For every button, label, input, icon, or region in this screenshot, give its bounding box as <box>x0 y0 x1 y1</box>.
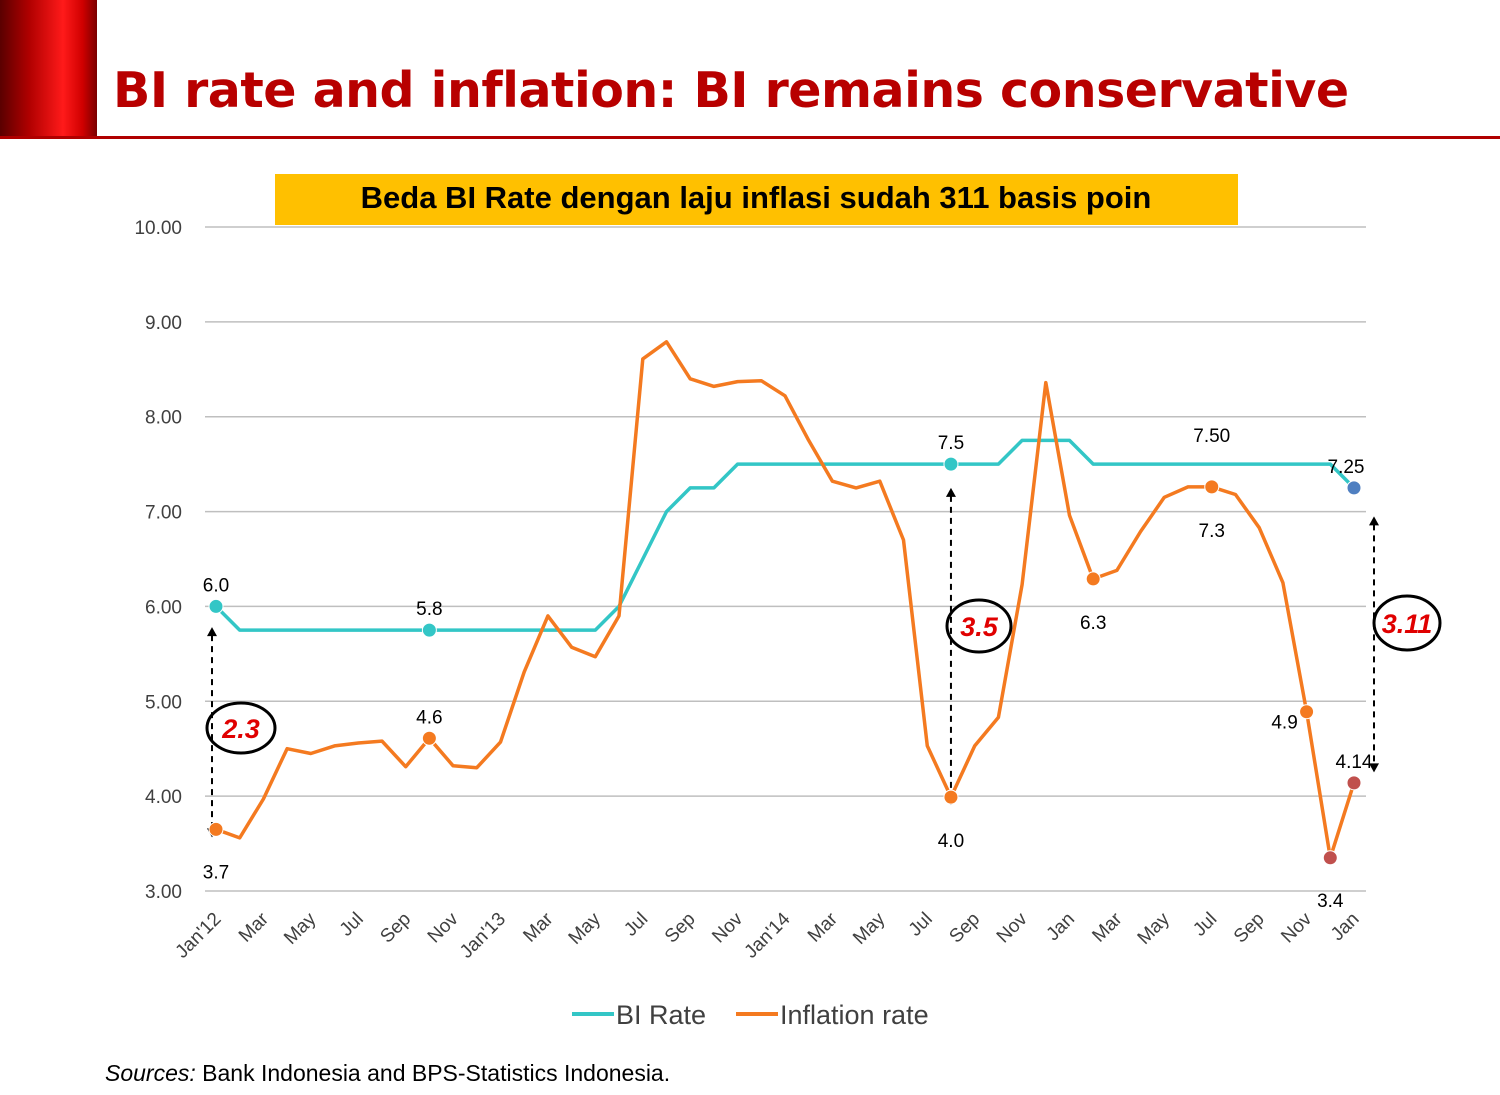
gap-arrowhead-up <box>207 627 217 637</box>
data-point-marker <box>1085 571 1101 587</box>
data-label: 4.0 <box>938 831 964 852</box>
x-tick-label: Sep <box>945 909 984 948</box>
x-tick-label: Sep <box>1230 909 1269 948</box>
data-labels: 6.0 5.8 7.5 7.25 3.7 4.6 4.0 6.3 7.3 4.9 3.4 4.14 7.… <box>203 426 1373 912</box>
x-tick-label: Jan <box>1327 909 1364 946</box>
legend-label: BI Rate <box>616 1000 706 1030</box>
data-point-marker <box>208 821 224 837</box>
x-tick-label: Mar <box>235 908 273 946</box>
x-tick-label: Nov <box>1277 908 1316 947</box>
data-point-marker <box>943 456 959 472</box>
data-point-marker <box>943 789 959 805</box>
x-tick-label: Mar <box>1088 908 1126 946</box>
gap-annotations: 2.3 3.5 3.11 <box>205 487 1442 838</box>
gap-arrowhead-up <box>1369 516 1379 526</box>
x-tick-label: Nov <box>708 908 747 947</box>
source-label: Sources: <box>105 1060 196 1086</box>
gap-arrowhead-down <box>1369 763 1379 773</box>
x-tick-label: Jul <box>620 909 652 941</box>
inflation-line <box>215 340 1356 860</box>
x-tick-label: Jan'12 <box>172 909 226 963</box>
data-point-marker <box>1204 479 1220 495</box>
gap-circle <box>945 598 1013 654</box>
x-tick-label: May <box>280 908 321 949</box>
source-note: Sources: Bank Indonesia and BPS-Statisti… <box>105 1060 670 1087</box>
x-tick-label: Jul <box>336 909 368 941</box>
gap-value-label: 3.5 <box>960 612 999 642</box>
x-tick-label: May <box>565 908 606 949</box>
gridlines <box>205 226 1366 892</box>
gap-circle <box>205 701 277 755</box>
x-tick-label: Jan'13 <box>456 909 510 963</box>
highlight-markers <box>208 456 1362 866</box>
y-tick-label: 3.00 <box>145 882 182 903</box>
gap-arrowhead-up <box>945 487 956 497</box>
x-tick-label: May <box>1134 908 1175 949</box>
callout-box <box>275 174 1238 225</box>
data-label: 3.4 <box>1317 891 1344 912</box>
series-lines <box>214 340 1356 860</box>
y-tick-label: 7.00 <box>145 503 182 524</box>
page-title: BI rate and inflation: BI remains conser… <box>113 62 1349 119</box>
y-tick-label: 9.00 <box>145 313 182 334</box>
x-tick-label: Jan'14 <box>741 908 795 962</box>
data-label: 7.25 <box>1328 457 1365 478</box>
data-label: 6.3 <box>1080 613 1106 634</box>
header-accent-bar <box>0 0 97 137</box>
data-label: 3.7 <box>203 862 229 883</box>
x-tick-label: Jul <box>905 909 937 941</box>
x-tick-label: Nov <box>424 908 463 947</box>
x-tick-label: Jul <box>1189 909 1221 941</box>
y-tick-label: 6.00 <box>145 597 182 618</box>
legend-label: Inflation rate <box>780 1000 929 1030</box>
source-text: Bank Indonesia and BPS-Statistics Indone… <box>195 1060 671 1086</box>
data-label: 7.5 <box>938 433 964 454</box>
gap-value-label: 3.11 <box>1382 609 1433 639</box>
legend: BI Rate Inflation rate <box>572 1000 929 1030</box>
data-point-marker <box>421 730 437 746</box>
y-tick-label: 5.00 <box>145 692 182 713</box>
x-tick-label: Mar <box>804 908 842 946</box>
callout-text: Beda BI Rate dengan laju inflasi sudah 3… <box>361 180 1152 215</box>
data-label: 7.50 <box>1193 426 1230 447</box>
data-label: 5.8 <box>416 599 442 620</box>
data-point-marker <box>208 598 224 614</box>
data-label: 6.0 <box>203 575 229 596</box>
x-tick-label: Nov <box>993 908 1032 947</box>
data-label: 4.9 <box>1271 713 1297 734</box>
y-tick-label: 10.00 <box>134 218 182 239</box>
data-point-marker <box>1299 704 1315 720</box>
y-axis: 10.00 9.00 8.00 7.00 6.00 5.00 4.00 3.00 <box>134 218 182 903</box>
x-tick-label: Jan <box>1043 909 1080 946</box>
x-tick-label: Sep <box>376 909 415 948</box>
x-tick-label: Sep <box>661 909 700 948</box>
y-tick-label: 4.00 <box>145 787 182 808</box>
data-label: 4.6 <box>416 707 442 728</box>
x-tick-label: May <box>849 908 890 949</box>
y-tick-label: 8.00 <box>145 408 182 429</box>
data-point-marker <box>1346 775 1362 791</box>
title-divider <box>0 136 1500 139</box>
x-tick-label: Mar <box>519 908 557 946</box>
data-point-marker <box>421 622 437 638</box>
data-label: 7.3 <box>1199 521 1225 542</box>
data-point-marker <box>1346 480 1362 496</box>
data-label: 4.14 <box>1336 752 1373 773</box>
bi-rate-line <box>214 438 1356 632</box>
data-point-marker <box>1322 850 1338 866</box>
gap-circle <box>1372 594 1442 652</box>
gap-value-label: 2.3 <box>221 714 260 744</box>
